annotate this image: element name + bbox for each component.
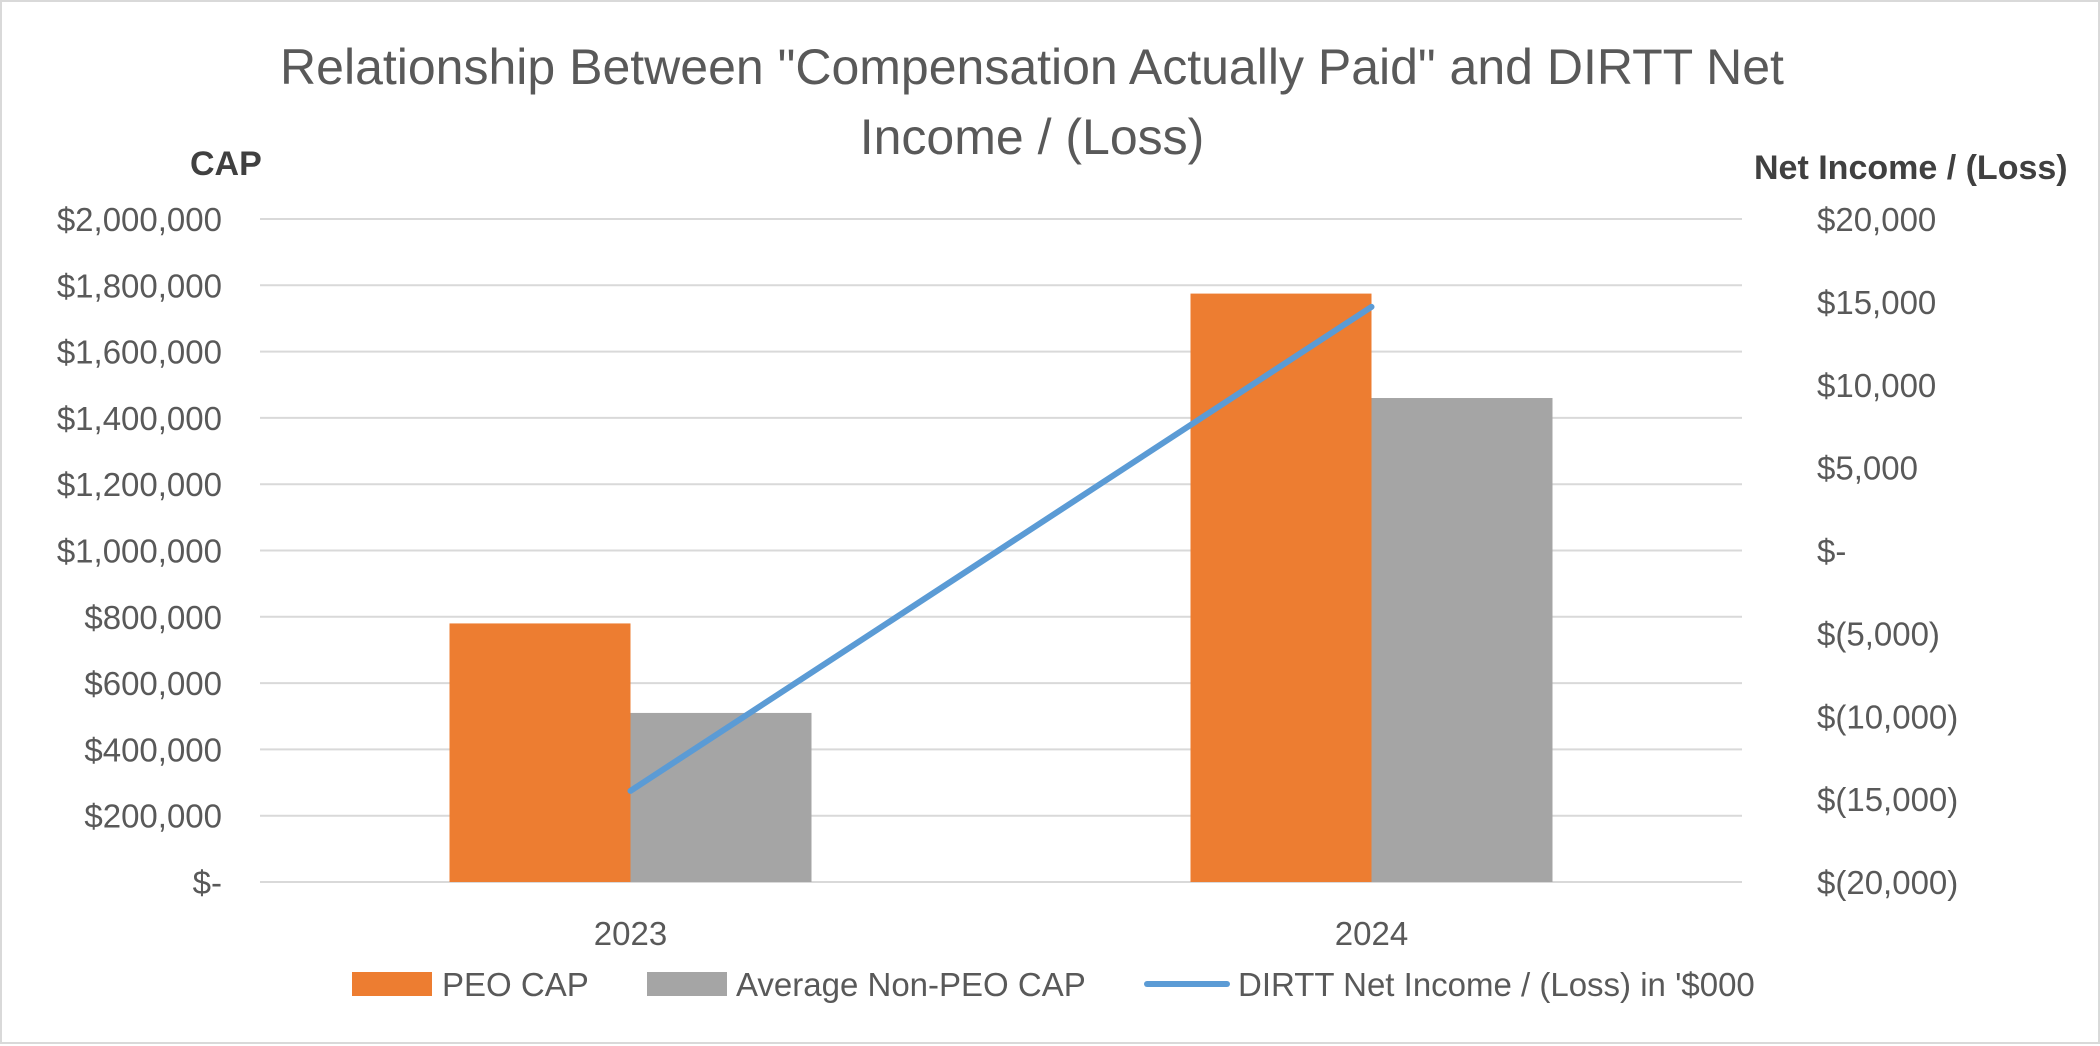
y-axis-ticks: $- $200,000 $400,000 $600,000 $800,000 $1,000… [57,201,222,901]
bar-peo-cap-2023 [449,623,631,882]
chart-title-line-1: Relationship Between "Compensation Actua… [280,39,1784,95]
y-tick-label: $1,000,000 [57,533,222,570]
y2-tick-label: $10,000 [1817,367,1936,404]
net-income-line-layer [627,303,1375,794]
y2-tick-label: $(15,000) [1817,781,1958,818]
y2-tick-label: $(5,000) [1817,615,1940,652]
bar-average-non-peo-cap-2024 [1371,398,1553,882]
bar-peo-cap-2024 [1190,293,1372,882]
y2-axis-ticks: $(20,000) $(15,000) $(10,000) $(5,000) $- $5,… [1817,201,1958,901]
y2-tick-label: $15,000 [1817,284,1936,321]
y-tick-label: $1,800,000 [57,267,222,304]
y-tick-label: $600,000 [84,665,222,702]
y2-tick-label: $20,000 [1817,201,1936,238]
y2-tick-label: $(10,000) [1817,698,1958,735]
legend-label-average-non-peo-cap: Average Non-PEO CAP [736,966,1086,1003]
chart-title-line-2: Income / (Loss) [860,109,1205,165]
legend-label-dirtt-net-income-loss-in-000: DIRTT Net Income / (Loss) in '$000 [1238,966,1755,1003]
y-axis-title: CAP [190,145,262,183]
legend-label-peo-cap: PEO CAP [442,966,589,1003]
x-tick-label: 2024 [1335,915,1408,952]
legend-swatch-average-non-peo-cap [647,972,727,996]
y2-axis-title: Net Income / (Loss) [1754,149,2068,187]
legend: PEO CAP Average Non-PEO CAP DIRTT Net Inco… [352,966,1755,1003]
legend-swatch-peo-cap [352,972,432,996]
y-tick-label: $1,200,000 [57,466,222,503]
bar-average-non-peo-cap-2023 [630,712,812,882]
y-tick-label: $1,600,000 [57,334,222,371]
net-income-line [627,303,1375,794]
y-tick-label: $400,000 [84,731,222,768]
bars [449,293,1553,882]
y2-tick-label: $5,000 [1817,450,1918,487]
y-tick-label: $1,400,000 [57,400,222,437]
x-tick-label: 2023 [594,915,667,952]
y2-tick-label: $- [1817,533,1846,570]
y2-tick-label: $(20,000) [1817,864,1958,901]
y-tick-label: $- [193,864,222,901]
y-tick-label: $200,000 [84,798,222,835]
y-tick-label: $800,000 [84,599,222,636]
y-tick-label: $2,000,000 [57,201,222,238]
x-axis-ticks: 2023 2024 [594,915,1408,952]
